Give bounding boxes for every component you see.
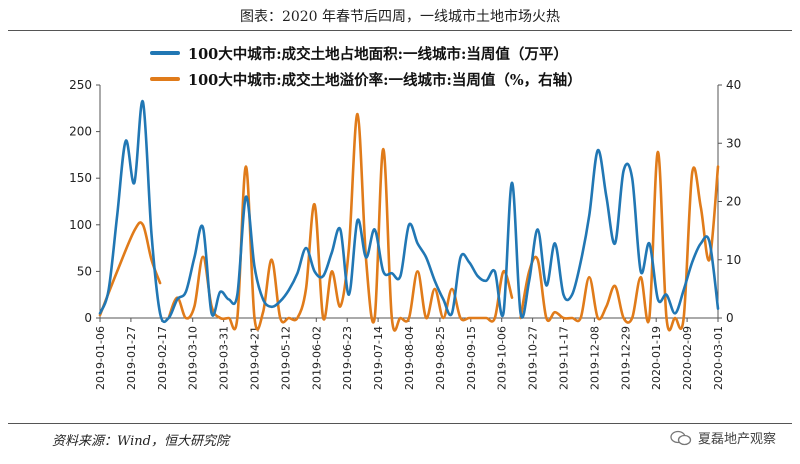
series-line-land-area xyxy=(98,100,720,324)
series-line-premium-rate xyxy=(519,150,720,332)
y-right-tick-label: 0 xyxy=(726,311,734,325)
legend-item-premium: 100大中城市:成交土地溢价率:一线城市:当周值（%，右轴） xyxy=(150,66,770,92)
x-tick-label: 2019-01-27 xyxy=(125,326,138,390)
source-note: 资料来源：Wind，恒大研究院 xyxy=(52,434,229,449)
x-tick-label: 2019-03-31 xyxy=(218,326,231,390)
chart-axes: 0 50 100 150 200 250 0 10 20 30 40 2019-01-06 2019-0… xyxy=(69,78,741,390)
x-tick-label: 2019-12-29 xyxy=(619,326,632,390)
y-left-tick-label: 250 xyxy=(69,78,92,92)
chart-title: 图表：2020 年春节后四周，一线城市土地市场火热 xyxy=(239,9,561,25)
x-tick-label: 2019-06-23 xyxy=(341,326,354,390)
top-rule xyxy=(8,30,792,31)
x-tick-label: 2019-07-14 xyxy=(372,326,385,390)
x-tick-label: 2019-10-06 xyxy=(496,326,509,390)
x-tick-label: 2019-01-06 xyxy=(94,326,107,390)
x-tick-label: 2019-06-02 xyxy=(310,326,323,390)
wechat-icon xyxy=(670,430,692,445)
series-line-premium-rate xyxy=(98,221,162,317)
y-right-tick-label: 20 xyxy=(726,195,741,209)
legend-label-premium: 100大中城市:成交土地溢价率:一线城市:当周值（%，右轴） xyxy=(188,71,582,89)
y-left-tick-label: 0 xyxy=(84,311,92,325)
x-tick-label: 2019-08-04 xyxy=(403,326,416,390)
y-left-tick-label: 100 xyxy=(69,218,92,232)
x-tick-label: 2020-01-19 xyxy=(650,326,663,390)
x-tick-label: 2019-02-17 xyxy=(156,326,169,390)
bottom-rule xyxy=(8,423,792,424)
watermark-text: 夏磊地产观察 xyxy=(697,432,776,447)
chart-series xyxy=(98,100,720,332)
legend-label-area: 100大中城市:成交土地占地面积:一线城市:当周值（万平） xyxy=(188,45,568,63)
legend-swatch-area xyxy=(150,51,180,55)
x-tick-label: 2019-11-17 xyxy=(558,326,571,390)
x-tick-label: 2020-02-09 xyxy=(681,326,694,390)
x-tick-label: 2019-04-21 xyxy=(249,326,262,390)
legend-swatch-premium xyxy=(150,77,180,81)
y-left-tick-label: 50 xyxy=(77,264,92,278)
y-right-tick-label: 10 xyxy=(726,253,741,267)
series-line-premium-rate xyxy=(167,112,514,332)
x-tick-label: 2019-08-25 xyxy=(434,326,447,390)
x-tick-label: 2019-03-10 xyxy=(187,326,200,390)
y-left-tick-label: 200 xyxy=(69,125,92,139)
legend-item-area: 100大中城市:成交土地占地面积:一线城市:当周值（万平） xyxy=(150,40,770,66)
x-tick-label: 2019-10-27 xyxy=(527,326,540,390)
watermark: 夏磊地产观察 xyxy=(670,428,776,447)
x-tick-label: 2019-09-15 xyxy=(465,326,478,390)
x-tick-label: 2019-12-08 xyxy=(588,326,601,390)
x-tick-label: 2020-03-01 xyxy=(712,326,725,390)
y-right-tick-label: 30 xyxy=(726,136,741,150)
y-left-tick-label: 150 xyxy=(69,171,92,185)
x-tick-label: 2019-05-12 xyxy=(279,326,292,390)
chart-legend: 100大中城市:成交土地占地面积:一线城市:当周值（万平） 100大中城市:成交… xyxy=(150,40,770,92)
y-right-tick-label: 40 xyxy=(726,78,741,92)
